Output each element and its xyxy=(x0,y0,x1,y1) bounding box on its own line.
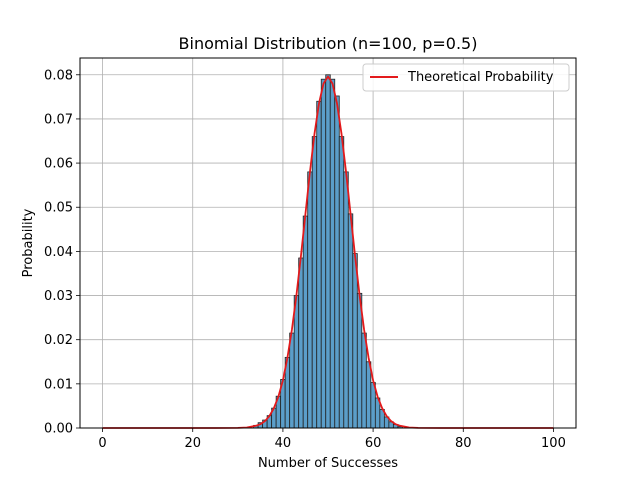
histogram-bar-44 xyxy=(298,257,304,429)
histogram-bar-51 xyxy=(329,78,336,429)
x-axis-ticks: 0 20 40 60 80 100 xyxy=(98,428,566,451)
y-tick-label-0: 0.00 xyxy=(44,422,73,437)
x-tick-label-3: 60 xyxy=(365,436,382,451)
histogram-bar-47 xyxy=(311,136,318,429)
histogram-bar-52 xyxy=(334,95,340,429)
histogram-bar-43 xyxy=(293,295,300,429)
x-tick-label-1: 20 xyxy=(184,436,201,451)
y-tick-label-5: 0.05 xyxy=(44,201,73,216)
histogram-bar-49 xyxy=(320,78,327,429)
y-tick-label-7: 0.07 xyxy=(44,112,73,127)
histogram-bar-55 xyxy=(347,213,354,429)
theoretical-curve xyxy=(102,75,554,429)
histogram-bar-58 xyxy=(361,332,367,429)
histogram-bar-42 xyxy=(289,332,295,429)
y-tick-label-3: 0.03 xyxy=(44,289,73,304)
histogram-bar-53 xyxy=(338,136,345,429)
x-tick-label-4: 80 xyxy=(455,436,472,451)
legend: Theoretical Probability xyxy=(362,63,570,92)
y-axis-label: Probability xyxy=(21,208,36,277)
x-tick-label-5: 100 xyxy=(541,436,566,451)
histogram-bar-46 xyxy=(307,171,313,429)
x-tick-label-2: 40 xyxy=(275,436,292,451)
histogram-bar-54 xyxy=(343,171,349,429)
y-tick-label-8: 0.08 xyxy=(44,68,73,83)
y-tick-label-6: 0.06 xyxy=(44,157,73,172)
y-tick-label-4: 0.04 xyxy=(44,245,73,260)
histogram-bar-50 xyxy=(325,74,331,429)
y-axis-ticks: 0.00 0.01 0.02 0.03 0.04 0.05 0.06 0.07 0.08 xyxy=(44,68,80,437)
x-axis-label: Number of Successes xyxy=(258,456,398,471)
histogram-bar-59 xyxy=(365,361,372,429)
histogram-bar-48 xyxy=(316,100,322,429)
histogram-bar-45 xyxy=(302,215,309,429)
y-tick-label-1: 0.01 xyxy=(44,377,73,392)
legend-box xyxy=(362,63,570,92)
x-tick-label-0: 0 xyxy=(98,436,106,451)
chart-title: Binomial Distribution (n=100, p=0.5) xyxy=(179,34,478,53)
series-line-theoretical-probability xyxy=(102,75,554,429)
histogram-bar-56 xyxy=(352,253,358,429)
plot-area-frame xyxy=(79,57,577,429)
legend-entry-theoretical: Theoretical Probability xyxy=(407,70,554,85)
y-tick-label-2: 0.02 xyxy=(44,333,73,348)
